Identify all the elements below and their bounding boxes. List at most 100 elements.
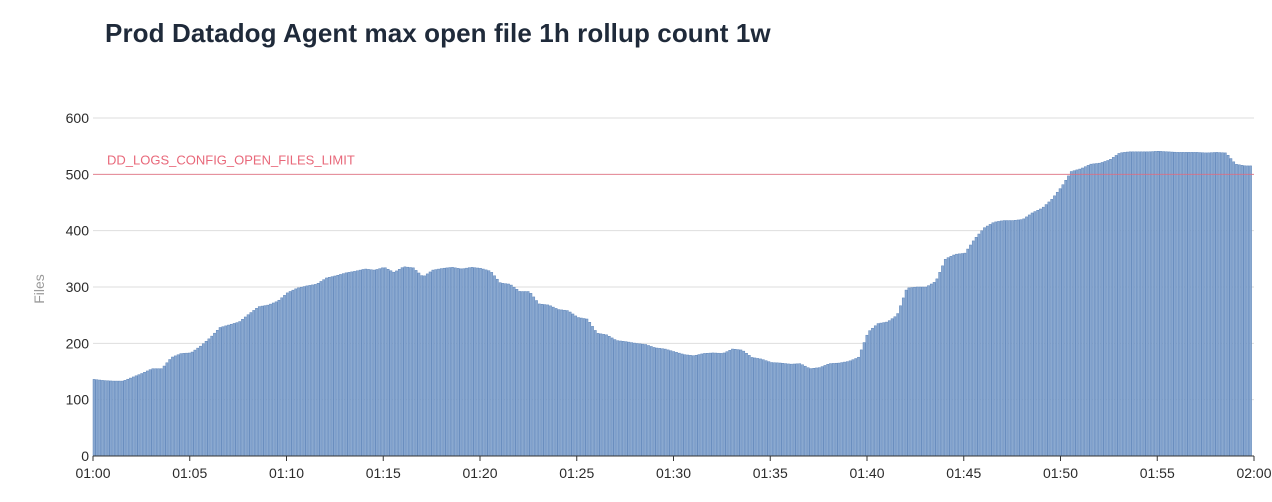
- bar: [397, 269, 401, 457]
- x-tick-label: 01:45: [946, 465, 981, 481]
- bar: [476, 267, 480, 457]
- bar: [131, 376, 135, 457]
- bar: [929, 283, 933, 457]
- bar: [882, 322, 886, 457]
- bar: [420, 275, 424, 457]
- bar: [591, 326, 594, 457]
- bar: [395, 270, 398, 457]
- bar: [257, 306, 261, 457]
- bar: [694, 354, 698, 457]
- bar: [235, 322, 239, 457]
- bar: [361, 269, 365, 457]
- bar: [1190, 152, 1194, 457]
- bar: [151, 368, 155, 457]
- bar: [672, 351, 676, 457]
- bar: [1033, 211, 1037, 457]
- x-tick-label: 01:25: [559, 465, 594, 481]
- bar: [890, 318, 894, 457]
- bar: [445, 267, 449, 457]
- bar: [686, 354, 690, 457]
- bar: [392, 271, 396, 457]
- x-tick-label: 01:40: [849, 465, 884, 481]
- bar: [1134, 151, 1138, 457]
- bar: [1193, 152, 1196, 457]
- bar: [792, 363, 796, 457]
- bar: [865, 334, 869, 457]
- bar: [610, 337, 614, 457]
- bar: [103, 380, 107, 457]
- y-tick-label: 400: [66, 223, 90, 239]
- bar: [893, 316, 897, 457]
- bar: [980, 230, 984, 457]
- bar: [367, 269, 370, 457]
- bar: [717, 352, 720, 457]
- bar: [834, 362, 838, 457]
- bar: [529, 293, 533, 457]
- bar: [596, 333, 600, 457]
- bar: [347, 272, 351, 457]
- bar: [1055, 191, 1059, 457]
- bar: [812, 368, 816, 457]
- bar: [1201, 152, 1205, 457]
- bar: [1016, 219, 1020, 457]
- bar: [633, 342, 636, 457]
- bar: [302, 286, 306, 457]
- bar: [983, 227, 986, 457]
- x-tick-label: 01:35: [753, 465, 788, 481]
- bar: [204, 341, 208, 457]
- bar: [305, 285, 309, 457]
- bar: [1187, 152, 1191, 457]
- bar: [540, 303, 544, 457]
- bar: [621, 341, 625, 457]
- bar: [705, 353, 709, 457]
- bar: [722, 352, 726, 457]
- x-tick-label: 01:15: [366, 465, 401, 481]
- bar: [291, 289, 295, 457]
- bar: [428, 271, 432, 457]
- bar: [588, 322, 592, 457]
- bar: [697, 354, 701, 457]
- bar: [826, 364, 830, 457]
- bar: [271, 302, 275, 457]
- bar: [1232, 161, 1236, 457]
- bar: [955, 253, 958, 457]
- bar: [193, 349, 197, 457]
- bar: [252, 310, 256, 457]
- bar: [386, 269, 390, 457]
- bar: [199, 345, 202, 457]
- bar: [691, 355, 695, 457]
- bar: [106, 380, 110, 457]
- bar: [1030, 212, 1034, 457]
- bar: [1229, 158, 1233, 457]
- bar: [364, 268, 368, 457]
- bar: [414, 270, 418, 457]
- bar: [1125, 151, 1129, 457]
- bar: [213, 332, 216, 457]
- bar: [854, 358, 858, 457]
- bar: [1179, 152, 1182, 457]
- y-axis-label: Files: [31, 274, 47, 304]
- bar: [815, 367, 818, 457]
- bar: [1013, 220, 1017, 457]
- bar: [417, 272, 421, 457]
- bar: [907, 287, 911, 457]
- bar-series: [92, 151, 1252, 457]
- bar: [778, 362, 782, 457]
- bar: [876, 323, 880, 457]
- bar: [277, 299, 281, 457]
- bar: [190, 351, 194, 457]
- bar: [806, 367, 810, 457]
- bar: [1111, 157, 1115, 457]
- bar: [927, 285, 930, 457]
- bar: [756, 358, 760, 457]
- bar: [470, 267, 474, 457]
- bar: [703, 353, 706, 457]
- bar: [546, 304, 550, 457]
- bar: [201, 343, 205, 457]
- bar: [353, 271, 356, 457]
- bar: [1207, 152, 1210, 457]
- bar: [577, 317, 580, 457]
- bar: [770, 362, 774, 457]
- bar: [652, 347, 656, 457]
- bar: [159, 368, 163, 457]
